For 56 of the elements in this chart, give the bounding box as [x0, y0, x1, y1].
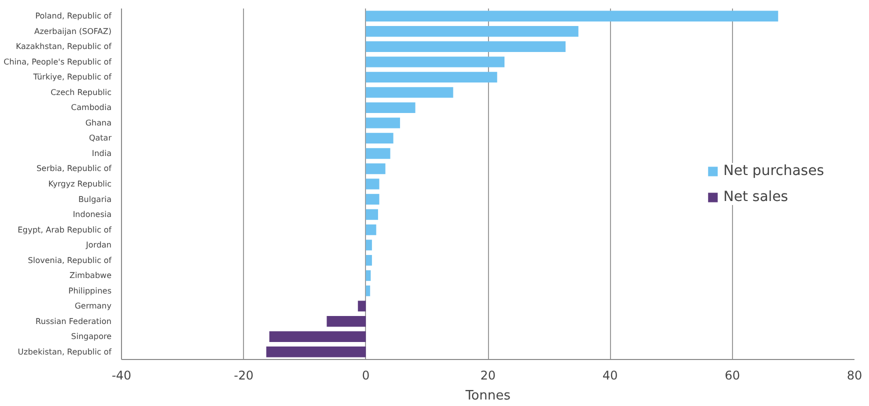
x-tick-label: -40: [112, 368, 132, 382]
bar: [326, 316, 366, 327]
x-tick-label: 0: [362, 368, 370, 382]
bar: [366, 72, 498, 83]
y-tick-label: Singapore: [71, 332, 112, 342]
bar: [366, 56, 504, 68]
y-tick-label: Qatar: [88, 134, 112, 143]
y-tick-label: Kazakhstan, Republic of: [16, 42, 112, 52]
bar: [358, 300, 366, 312]
y-tick-label: Ghana: [85, 118, 112, 128]
y-tick-label: Slovenia, Republic of: [28, 256, 112, 265]
bar: [366, 178, 380, 190]
y-tick-label: Poland, Republic of: [35, 12, 112, 21]
bar: [366, 41, 566, 52]
bar: [366, 270, 371, 281]
bar: [366, 240, 372, 250]
bar: [366, 209, 378, 220]
bar: [366, 102, 416, 114]
bar: [366, 163, 386, 174]
y-tick-label: India: [92, 148, 112, 158]
bar: [266, 346, 366, 358]
y-tick-label: Egypt, Arab Republic of: [18, 225, 112, 234]
x-tick-label: 60: [724, 368, 740, 382]
y-tick-label: Russian Federation: [36, 316, 112, 326]
y-tick-label: Indonesia: [72, 210, 112, 220]
bar: [366, 285, 370, 296]
y-tick-label: Azerbaijan (SOFAZ): [34, 26, 112, 36]
y-tick-label: Philippines: [68, 286, 112, 296]
bar: [366, 26, 578, 37]
y-tick-label: Türkiye, Republic of: [32, 72, 112, 82]
y-tick-label: Bulgaria: [78, 194, 112, 204]
y-tick-label: Jordan: [85, 240, 112, 250]
y-tick-label: Cambodia: [71, 103, 112, 112]
bar: [366, 224, 376, 236]
x-tick-label: -20: [234, 368, 254, 382]
y-tick-label: Uzbekistan, Republic of: [18, 347, 112, 356]
bar: [366, 254, 372, 266]
bar: [366, 10, 778, 22]
bar: [269, 331, 366, 342]
y-tick-label: China, People's Republic of: [4, 57, 112, 66]
bar: [366, 87, 454, 98]
y-tick-label: Germany: [74, 302, 112, 311]
bar: [366, 148, 390, 159]
y-tick-label: Czech Republic: [50, 88, 112, 97]
x-tick-label: 40: [602, 368, 618, 382]
x-tick-label: 20: [480, 368, 496, 382]
y-tick-label: Zimbabwe: [69, 271, 112, 280]
x-tick-label: 80: [846, 368, 862, 382]
legend-label: Net purchases: [723, 162, 824, 178]
bar: [366, 132, 394, 144]
bar: [366, 118, 400, 128]
bar: [366, 194, 380, 205]
x-axis-title: Tonnes: [464, 388, 511, 404]
y-tick-label: Serbia, Republic of: [36, 164, 112, 174]
legend-label: Net sales: [723, 188, 788, 204]
y-tick-label: Kyrgyz Republic: [48, 180, 112, 188]
